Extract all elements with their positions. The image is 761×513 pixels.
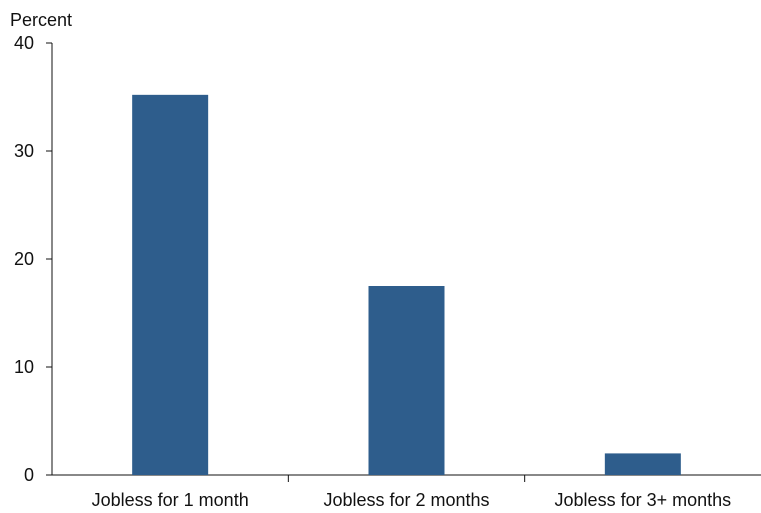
y-axis-ticks: 0 10 20 30 40 bbox=[14, 33, 52, 485]
x-tick-label: Jobless for 2 months bbox=[323, 490, 489, 508]
y-tick-label: 20 bbox=[14, 249, 34, 269]
bar bbox=[132, 94, 209, 475]
bars-group bbox=[132, 94, 681, 475]
bar bbox=[368, 286, 445, 475]
y-tick-label: 30 bbox=[14, 141, 34, 161]
y-tick-label: 0 bbox=[24, 465, 34, 485]
bar bbox=[604, 453, 681, 475]
y-axis-label: Percent bbox=[10, 10, 72, 30]
y-tick-label: 40 bbox=[14, 33, 34, 53]
x-axis-ticks: Jobless for 1 month Jobless for 2 months J… bbox=[92, 475, 732, 510]
x-tick-label: Jobless for 1 month bbox=[92, 490, 249, 508]
y-tick-label: 10 bbox=[14, 357, 34, 377]
x-tick-label: Jobless for 3+ months bbox=[555, 490, 732, 508]
